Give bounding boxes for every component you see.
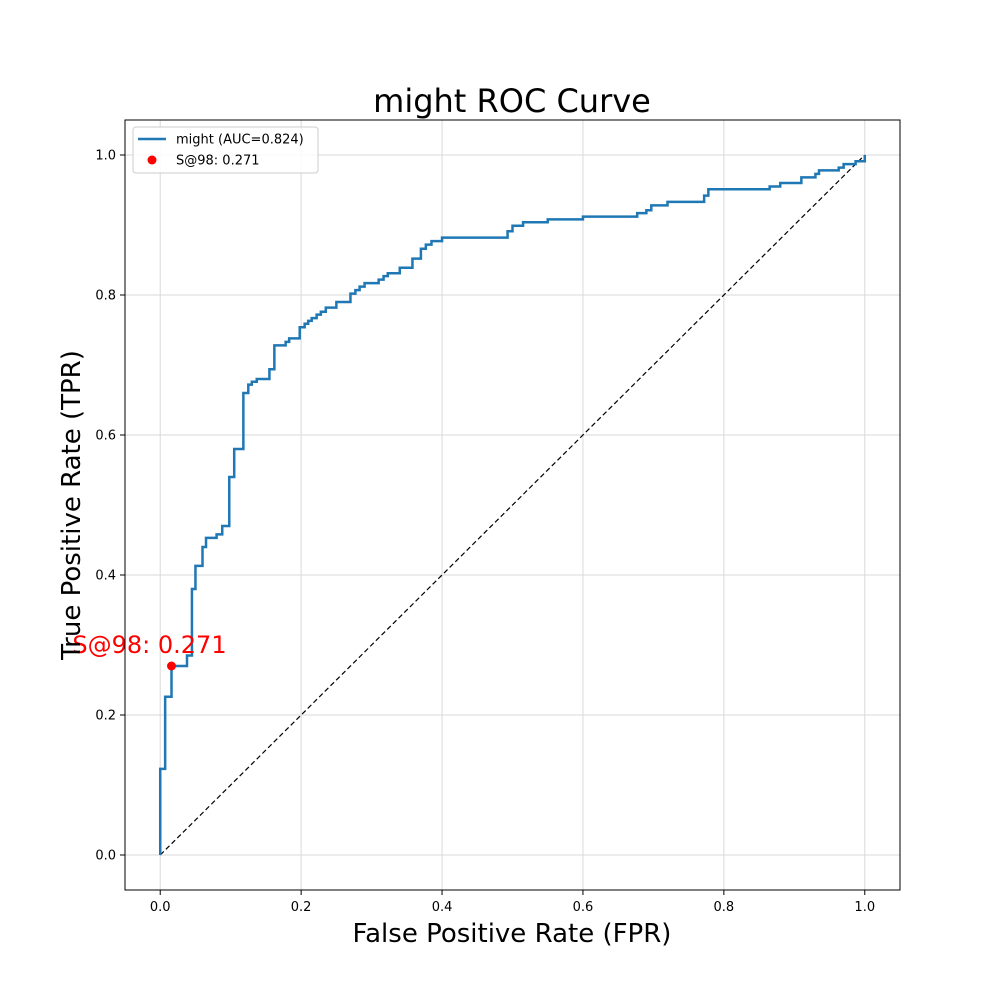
diagonal-reference [159, 154, 866, 856]
legend-marker-swatch [147, 155, 157, 165]
plot-frame [124, 119, 901, 891]
x-tick-label-2: 0.4 [432, 900, 453, 915]
y-tick-label-3: 0.6 [95, 429, 116, 444]
legend-entry-marker: S@98: 0.271 [176, 154, 260, 169]
legend: might (AUC=0.824) S@98: 0.271 [132, 126, 319, 174]
marker-layer: S@98: 0.271 [72, 631, 227, 671]
x-tick-label-3: 0.6 [573, 900, 594, 915]
y-tick-label-4: 0.8 [95, 289, 116, 304]
x-ticks: 0.0 0.2 0.4 0.6 0.8 1.0 [150, 890, 875, 915]
x-tick-label-1: 0.2 [291, 900, 312, 915]
roc-curve-line-0 [158, 155, 867, 855]
y-tick-label-5: 1.0 [95, 149, 116, 164]
y-tick-label-2: 0.4 [95, 569, 116, 584]
y-tick-label-1: 0.2 [95, 709, 116, 724]
x-axis-label: False Positive Rate (FPR) [353, 919, 672, 949]
series-layer [158, 155, 867, 855]
sensitivity-marker-point [167, 661, 176, 671]
x-tick-label-5: 1.0 [854, 900, 875, 915]
grid [125, 120, 900, 890]
diagonal-line [159, 154, 866, 856]
x-tick-label-0: 0.0 [150, 900, 171, 915]
y-axis-label: True Positive Rate (TPR) [57, 350, 87, 661]
legend-box [132, 126, 319, 174]
sensitivity-annotation: S@98: 0.271 [72, 631, 226, 659]
y-tick-label-0: 0.0 [95, 849, 116, 864]
x-tick-label-4: 0.8 [714, 900, 735, 915]
y-ticks: 0.0 0.2 0.4 0.6 0.8 1.0 [95, 149, 125, 864]
chart-title: might ROC Curve [373, 82, 651, 120]
legend-entry-series: might (AUC=0.824) [176, 133, 304, 148]
